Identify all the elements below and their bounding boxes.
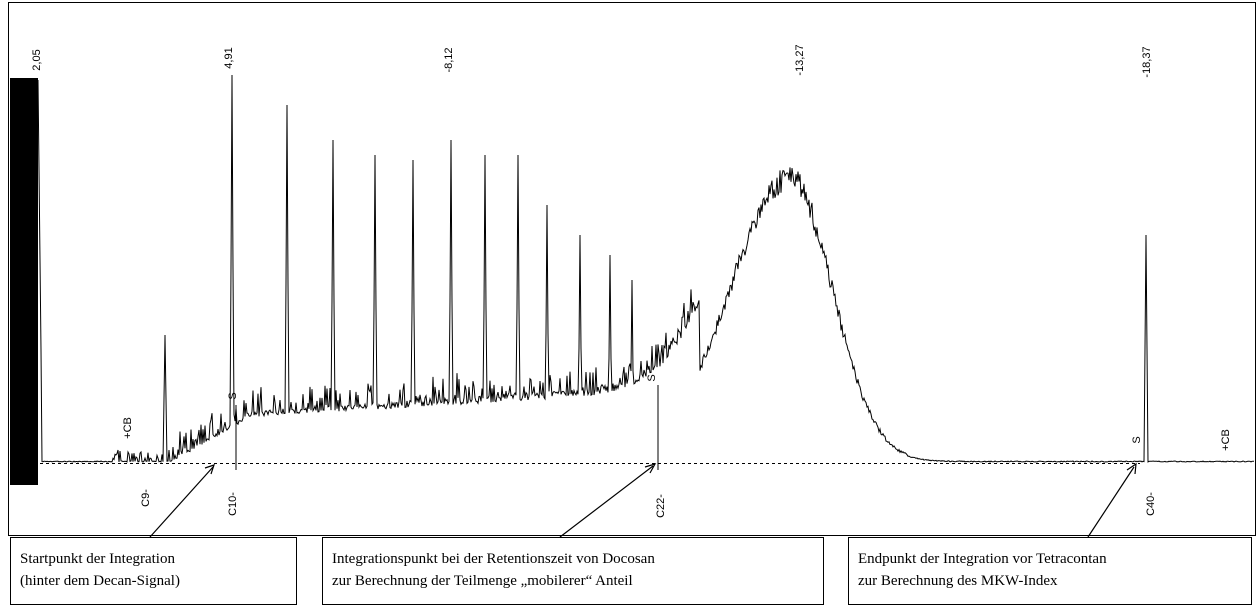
compound-label: C9-	[140, 489, 152, 507]
annotation-box	[322, 537, 824, 605]
annotation-text: Integrationspunkt bei der Retentionszeit…	[332, 551, 655, 567]
arrow-head	[204, 464, 215, 475]
arrow-head	[644, 463, 657, 474]
compound-label: C22-	[655, 494, 667, 518]
signal-trace	[37, 74, 1255, 463]
integration-mark: S	[1131, 436, 1143, 443]
arrows	[149, 462, 1137, 538]
annotation-text: zur Berechnung der Teilmenge „mobilerer“…	[332, 573, 633, 589]
arrow	[149, 466, 214, 538]
integration-mark: S	[227, 392, 239, 399]
cb-label: +CB	[122, 417, 134, 439]
arrow	[559, 465, 654, 538]
integration-mark: S	[646, 374, 658, 381]
retention-label: 4,91	[223, 47, 235, 68]
annotation-text: zur Berechnung des MKW-Index	[858, 573, 1058, 589]
arrow-head	[1126, 462, 1137, 475]
compound-label: C40-	[1145, 492, 1157, 516]
compound-label: C10-	[227, 492, 239, 516]
annotation-text: (hinter dem Decan-Signal)	[20, 573, 180, 589]
arrow	[1087, 466, 1135, 538]
retention-label: -13,27	[794, 44, 806, 75]
chart-frame	[8, 2, 1256, 536]
retention-label: 2,05	[31, 49, 43, 70]
annotation-box	[10, 537, 297, 605]
annotation-text: Startpunkt der Integration	[20, 551, 175, 567]
retention-label: -8,12	[443, 47, 455, 72]
annotation-box	[848, 537, 1252, 605]
cb-label: +CB	[1220, 429, 1232, 451]
solvent-peak	[10, 78, 38, 485]
annotation-text: Endpunkt der Integration vor Tetracontan	[858, 551, 1107, 567]
retention-label: -18,37	[1141, 46, 1153, 77]
